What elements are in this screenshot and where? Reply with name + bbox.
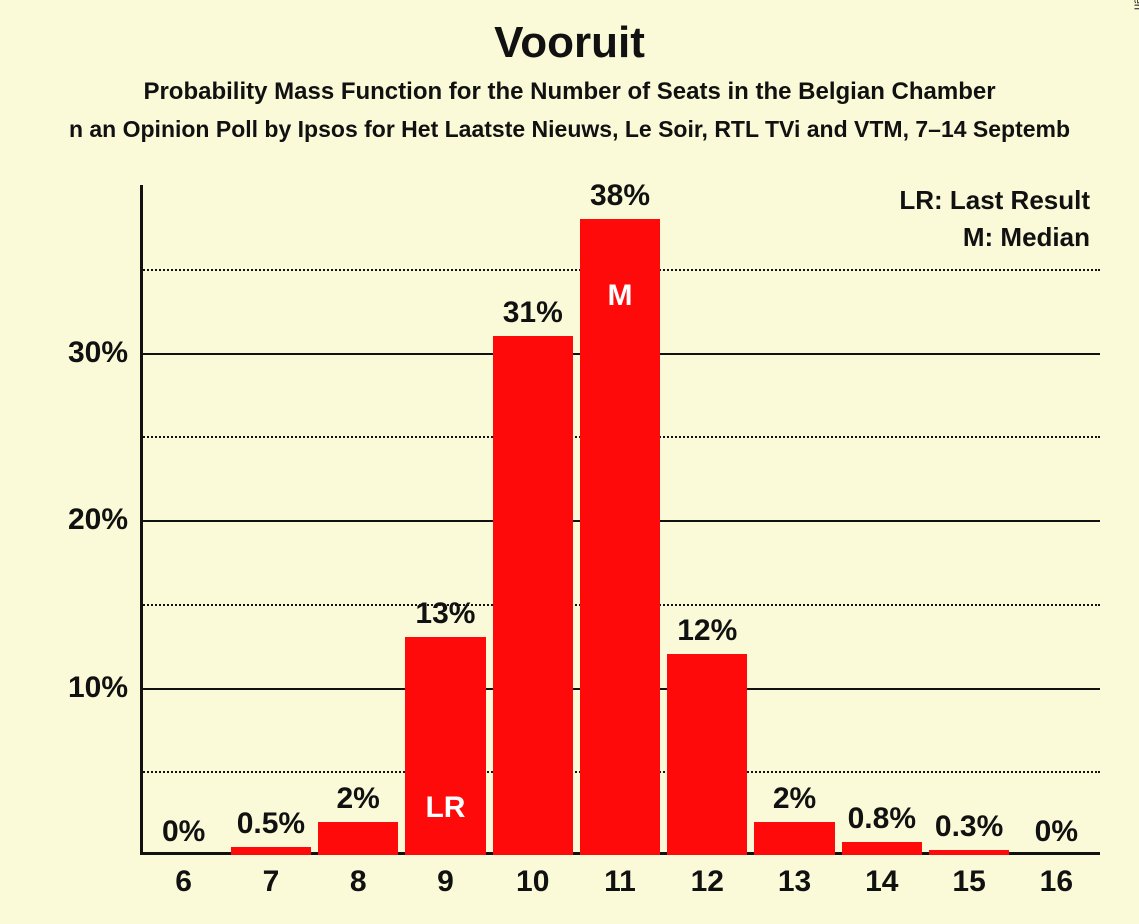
bar-inner-label-m: M bbox=[607, 279, 632, 313]
y-tick-label: 30% bbox=[68, 336, 128, 370]
x-tick-label: 9 bbox=[437, 865, 454, 899]
bar-10: 31% bbox=[493, 336, 573, 855]
x-tick-label: 13 bbox=[778, 865, 811, 899]
bar-value-label: 0% bbox=[1035, 815, 1078, 849]
x-tick-label: 7 bbox=[263, 865, 280, 899]
bar-8: 2% bbox=[318, 822, 398, 856]
bar-value-label: 31% bbox=[503, 296, 563, 330]
bar-value-label: 2% bbox=[773, 782, 816, 816]
plot-area: LR: Last Result M: Median 10%20%30%0%0.5… bbox=[140, 185, 1100, 855]
bar-11: 38%M bbox=[580, 219, 660, 856]
bar-7: 0.5% bbox=[231, 847, 311, 855]
copyright-text: © 2024 Filip van Laenen bbox=[1131, 0, 1139, 10]
bars: 0%0.5%2%13%LR31%38%M12%2%0.8%0.3%0% bbox=[140, 185, 1100, 855]
titles-block: Vooruit Probability Mass Function for th… bbox=[0, 0, 1139, 143]
y-tick-label: 20% bbox=[68, 503, 128, 537]
chart-subtitle-2: n an Opinion Poll by Ipsos for Het Laats… bbox=[0, 116, 1139, 143]
bar-14: 0.8% bbox=[842, 842, 922, 855]
bar-value-label: 2% bbox=[336, 782, 379, 816]
bar-13: 2% bbox=[754, 822, 834, 856]
bar-value-label: 0.8% bbox=[848, 802, 916, 836]
chart-title: Vooruit bbox=[0, 18, 1139, 68]
x-tick-label: 11 bbox=[604, 865, 636, 899]
bar-12: 12% bbox=[667, 654, 747, 855]
bar-inner-label-lr: LR bbox=[425, 791, 465, 825]
bar-15: 0.3% bbox=[929, 850, 1009, 855]
bar-value-label: 0% bbox=[162, 815, 205, 849]
bar-value-label: 0.5% bbox=[237, 807, 305, 841]
x-tick-label: 15 bbox=[952, 865, 985, 899]
x-tick-label: 10 bbox=[516, 865, 549, 899]
bar-value-label: 13% bbox=[415, 597, 475, 631]
x-tick-label: 14 bbox=[865, 865, 898, 899]
chart-subtitle: Probability Mass Function for the Number… bbox=[0, 78, 1139, 106]
chart-container: LR: Last Result M: Median 10%20%30%0%0.5… bbox=[30, 175, 1110, 895]
x-tick-label: 8 bbox=[350, 865, 367, 899]
bar-value-label: 0.3% bbox=[935, 810, 1003, 844]
bar-value-label: 38% bbox=[590, 179, 650, 213]
bar-9: 13%LR bbox=[405, 637, 485, 855]
y-tick-label: 10% bbox=[68, 671, 128, 705]
x-tick-label: 6 bbox=[175, 865, 192, 899]
x-tick-label: 12 bbox=[691, 865, 724, 899]
bar-value-label: 12% bbox=[677, 614, 737, 648]
x-tick-label: 16 bbox=[1040, 865, 1073, 899]
